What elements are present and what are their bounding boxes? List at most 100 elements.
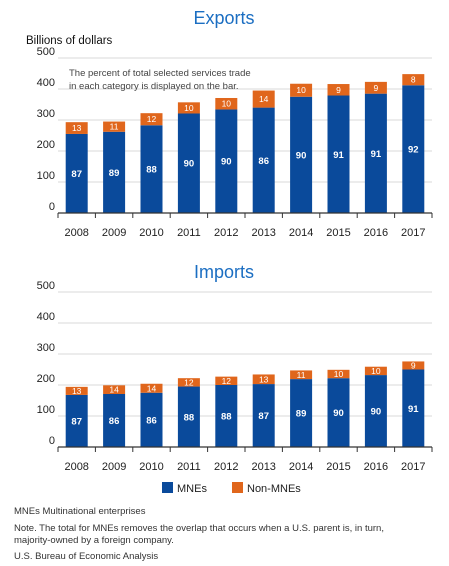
legend-swatch-mnes xyxy=(162,482,173,493)
imports-label-non-mnes-2015: 10 xyxy=(334,369,344,379)
imports-bar-non-mnes-2008 xyxy=(65,386,88,395)
imports-bar-non-mnes-2010 xyxy=(140,383,163,393)
exports-bar-non-mnes-2014 xyxy=(290,83,313,97)
imports-label-non-mnes-2009: 14 xyxy=(109,385,119,395)
imports-bar-non-mnes-2013 xyxy=(252,374,275,385)
exports-annotation-line-2: in each category is displayed on the bar… xyxy=(69,81,239,92)
imports-label-non-mnes-2010: 14 xyxy=(147,383,157,393)
exports-bar-non-mnes-2008 xyxy=(65,122,88,134)
exports-x-tick-label-2008: 2008 xyxy=(64,227,88,239)
exports-label-mnes-2011: 90 xyxy=(184,159,195,170)
exports-bar-mnes-2008 xyxy=(65,133,88,213)
exports-bar-non-mnes-2013 xyxy=(252,90,275,108)
exports-label-mnes-2010: 88 xyxy=(146,165,157,176)
exports-label-mnes-2016: 91 xyxy=(371,149,382,160)
imports-label-mnes-2017: 91 xyxy=(408,404,419,415)
imports-label-non-mnes-2008: 13 xyxy=(72,386,82,396)
imports-y-tick-label: 200 xyxy=(37,373,55,385)
exports-y-axis-label: Billions of dollars xyxy=(26,35,113,47)
imports-bar-non-mnes-2016 xyxy=(364,366,387,376)
imports-x-tick-label-2014: 2014 xyxy=(289,461,313,473)
exports-label-non-mnes-2017: 8 xyxy=(411,75,416,85)
exports-x-tick-label-2012: 2012 xyxy=(214,227,238,239)
imports-label-non-mnes-2013: 13 xyxy=(259,374,269,384)
exports-y-tick-label: 500 xyxy=(37,46,55,58)
exports-x-tick-label-2015: 2015 xyxy=(326,227,350,239)
exports-label-mnes-2012: 90 xyxy=(221,157,232,168)
imports-bar-mnes-2011 xyxy=(177,386,200,447)
imports-label-non-mnes-2011: 12 xyxy=(184,377,194,387)
imports-y-tick-label: 0 xyxy=(49,435,55,447)
note-line-1: Note. The total for MNEs removes the ove… xyxy=(14,523,384,534)
exports-title: Exports xyxy=(193,8,254,28)
imports-bar-non-mnes-2014 xyxy=(290,370,313,380)
exports-x-tick-label-2010: 2010 xyxy=(139,227,163,239)
exports-bar-mnes-2009 xyxy=(103,131,126,213)
imports-bar-mnes-2016 xyxy=(364,375,387,447)
imports-label-mnes-2016: 90 xyxy=(371,407,382,418)
imports-x-tick-label-2012: 2012 xyxy=(214,461,238,473)
imports-bar-mnes-2015 xyxy=(327,378,350,447)
exports-label-non-mnes-2016: 9 xyxy=(374,83,379,93)
imports-label-mnes-2014: 89 xyxy=(296,409,307,420)
imports-y-tick-label: 400 xyxy=(37,311,55,323)
imports-bar-mnes-2009 xyxy=(103,393,126,447)
imports-bar-non-mnes-2017 xyxy=(402,361,425,370)
exports-bar-mnes-2014 xyxy=(290,96,313,213)
exports-x-tick-label-2009: 2009 xyxy=(102,227,126,239)
exports-bar-non-mnes-2010 xyxy=(140,113,163,126)
imports-label-mnes-2011: 88 xyxy=(184,412,195,423)
exports-x-tick-label-2013: 2013 xyxy=(251,227,275,239)
exports-y-tick-label: 300 xyxy=(37,108,55,120)
abbreviation-note: MNEs Multinational enterprises xyxy=(14,506,146,517)
imports-x-tick-label-2009: 2009 xyxy=(102,461,126,473)
imports-x-tick-label-2017: 2017 xyxy=(401,461,425,473)
exports-x-tick-label-2014: 2014 xyxy=(289,227,313,239)
imports-bar-non-mnes-2012 xyxy=(215,376,238,385)
exports-label-mnes-2008: 87 xyxy=(71,169,82,180)
exports-bar-mnes-2016 xyxy=(364,93,387,213)
exports-y-tick-label: 100 xyxy=(37,170,55,182)
imports-y-tick-label: 100 xyxy=(37,404,55,416)
note-line-2: majority-owned by a foreign company. xyxy=(14,535,174,546)
legend-swatch-non-mnes xyxy=(232,482,243,493)
exports-x-tick-label-2011: 2011 xyxy=(177,227,201,239)
exports-label-mnes-2009: 89 xyxy=(109,168,120,179)
exports-label-non-mnes-2012: 10 xyxy=(222,99,232,109)
exports-bar-mnes-2012 xyxy=(215,109,238,213)
exports-bar-mnes-2017 xyxy=(402,85,425,213)
imports-x-tick-label-2010: 2010 xyxy=(139,461,163,473)
imports-bar-mnes-2017 xyxy=(402,369,425,447)
imports-label-mnes-2010: 86 xyxy=(146,415,157,426)
imports-label-mnes-2012: 88 xyxy=(221,412,232,423)
imports-label-mnes-2013: 87 xyxy=(258,411,269,422)
legend-label-mnes: MNEs xyxy=(177,483,207,495)
exports-label-mnes-2014: 90 xyxy=(296,150,307,161)
exports-label-non-mnes-2010: 12 xyxy=(147,114,157,124)
imports-y-tick-label: 300 xyxy=(37,342,55,354)
exports-label-non-mnes-2008: 13 xyxy=(72,123,82,133)
exports-label-non-mnes-2013: 14 xyxy=(259,94,269,104)
exports-x-tick-label-2016: 2016 xyxy=(364,227,388,239)
exports-bar-non-mnes-2015 xyxy=(327,84,350,96)
imports-title: Imports xyxy=(194,262,254,282)
exports-bar-non-mnes-2016 xyxy=(364,81,387,94)
exports-bar-non-mnes-2012 xyxy=(215,97,238,110)
imports-x-tick-label-2011: 2011 xyxy=(177,461,201,473)
exports-bar-mnes-2015 xyxy=(327,95,350,213)
exports-label-non-mnes-2015: 9 xyxy=(336,85,341,95)
exports-bar-non-mnes-2009 xyxy=(103,121,126,132)
exports-label-non-mnes-2011: 10 xyxy=(184,103,194,113)
exports-annotation-line-1: The percent of total selected services t… xyxy=(69,68,251,79)
exports-y-tick-label: 0 xyxy=(49,201,55,213)
imports-y-tick-label: 500 xyxy=(37,280,55,292)
exports-label-non-mnes-2009: 11 xyxy=(110,122,119,132)
source-note: U.S. Bureau of Economic Analysis xyxy=(14,551,159,562)
exports-label-non-mnes-2014: 10 xyxy=(296,85,306,95)
exports-x-tick-label-2017: 2017 xyxy=(401,227,425,239)
exports-y-tick-label: 400 xyxy=(37,77,55,89)
exports-bar-mnes-2010 xyxy=(140,125,163,213)
imports-x-tick-label-2015: 2015 xyxy=(326,461,350,473)
imports-label-mnes-2015: 90 xyxy=(333,408,344,419)
